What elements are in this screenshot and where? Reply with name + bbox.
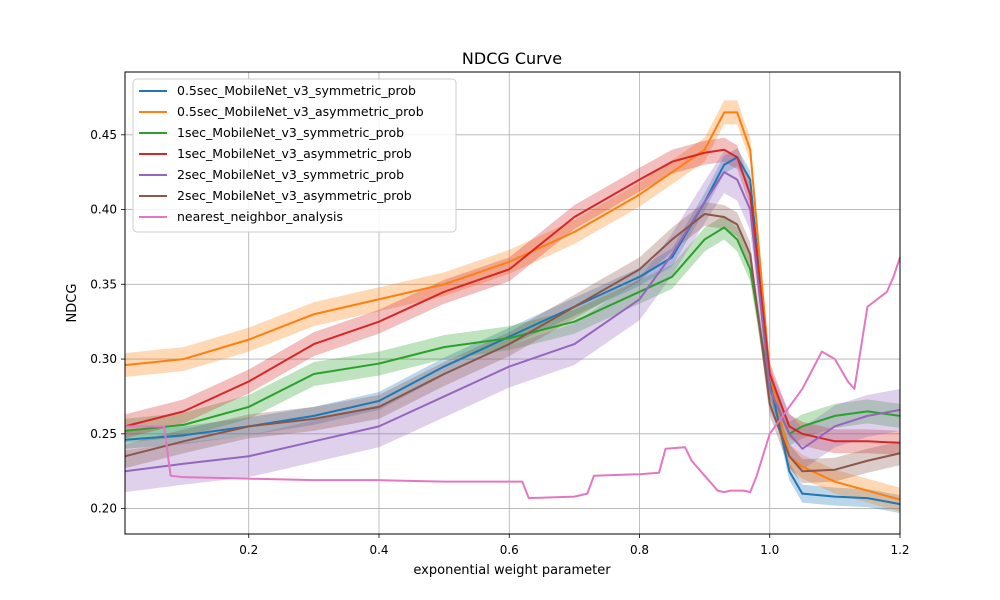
legend-label: 1sec_MobileNet_v3_symmetric_prob [177,125,404,140]
series-line-5 [124,171,901,473]
legend-label: 0.5sec_MobileNet_v3_symmetric_prob [177,83,416,98]
legend-label: 2sec_MobileNet_v3_asymmetric_prob [177,188,412,203]
x-tick-label: 0.4 [369,543,388,557]
chart-title: NDCG Curve [462,49,562,68]
x-tick-label: 1.0 [760,543,779,557]
y-tick-label: 0.25 [90,427,117,441]
series-line-6 [124,213,901,473]
legend-box [132,78,457,233]
series-lines [124,111,901,506]
series-band-3 [125,215,900,446]
y-axis-label: NDCG [65,284,80,323]
series-band-1 [125,148,900,514]
x-axis-ticks: 0.2 0.4 0.6 0.8 1.0 1.2 [239,534,910,557]
y-tick-label: 0.40 [90,203,117,217]
legend-label: 1sec_MobileNet_v3_asymmetric_prob [177,146,412,161]
series-line-4 [124,148,901,444]
x-axis-label: exponential weight parameter [413,563,611,578]
legend-label: 2sec_MobileNet_v3_symmetric_prob [177,167,404,182]
plot-frame [124,71,901,535]
grid-lines [125,72,901,534]
x-tick-label: 0.2 [239,543,258,557]
series-band-5 [125,151,900,493]
legend-label: 0.5sec_MobileNet_v3_asymmetric_prob [177,104,424,119]
legend-label: nearest_neighbor_analysis [177,209,343,224]
series-line-3 [124,226,901,435]
y-tick-label: 0.20 [90,502,117,516]
y-axis-ticks: 0.20 0.25 0.30 0.35 0.40 0.45 [90,128,125,516]
y-tick-label: 0.30 [90,352,117,366]
series-line-7 [125,257,901,500]
y-tick-label: 0.35 [90,277,117,291]
series-line-2 [124,111,901,501]
x-tick-label: 0.6 [500,543,519,557]
x-tick-label: 0.8 [630,543,649,557]
legend: 0.5sec_MobileNet_v3_symmetric_prob 0.5sec… [132,78,457,233]
x-tick-label: 1.2 [890,543,909,557]
y-tick-label: 0.45 [90,128,117,142]
